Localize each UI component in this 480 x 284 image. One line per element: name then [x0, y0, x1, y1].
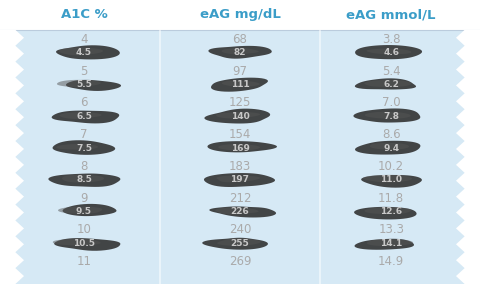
Text: 197: 197: [230, 175, 250, 184]
Polygon shape: [56, 45, 120, 59]
Polygon shape: [353, 108, 420, 122]
Text: 125: 125: [229, 96, 251, 109]
Text: 97: 97: [232, 65, 248, 78]
Polygon shape: [216, 112, 260, 118]
Text: 8.6: 8.6: [382, 128, 400, 141]
Text: 4.5: 4.5: [76, 48, 92, 57]
Polygon shape: [66, 80, 121, 91]
Polygon shape: [370, 143, 409, 150]
Polygon shape: [365, 112, 411, 119]
Polygon shape: [59, 47, 103, 55]
Text: 4.6: 4.6: [383, 48, 399, 57]
Text: eAG mg/dL: eAG mg/dL: [200, 9, 280, 21]
Polygon shape: [364, 207, 411, 214]
Polygon shape: [52, 140, 115, 155]
Text: 7.5: 7.5: [76, 143, 92, 153]
Polygon shape: [355, 78, 416, 89]
Text: 212: 212: [229, 192, 251, 205]
Text: 255: 255: [230, 239, 250, 248]
Text: 140: 140: [230, 112, 250, 121]
Polygon shape: [202, 238, 268, 250]
Polygon shape: [54, 238, 120, 251]
Polygon shape: [62, 204, 117, 216]
Polygon shape: [57, 80, 101, 87]
Text: 5.5: 5.5: [76, 80, 92, 89]
Text: 10.5: 10.5: [73, 239, 95, 248]
Text: 154: 154: [229, 128, 251, 141]
Text: 11.8: 11.8: [378, 192, 404, 205]
Text: 14.1: 14.1: [380, 239, 402, 248]
Polygon shape: [367, 239, 413, 246]
Text: 4: 4: [80, 33, 88, 46]
Text: 10: 10: [77, 224, 91, 237]
Polygon shape: [361, 175, 422, 188]
Polygon shape: [208, 46, 272, 59]
Text: 8.5: 8.5: [76, 175, 92, 184]
Bar: [0, 0, 480, 30]
Text: 12.6: 12.6: [380, 207, 402, 216]
Text: 9.5: 9.5: [76, 207, 92, 216]
Text: 226: 226: [230, 207, 250, 216]
Text: 111: 111: [230, 80, 250, 89]
Text: 10.2: 10.2: [378, 160, 404, 173]
Polygon shape: [0, 30, 24, 284]
Text: 9.4: 9.4: [383, 143, 399, 153]
Polygon shape: [363, 175, 412, 183]
Text: 6: 6: [80, 96, 88, 109]
Polygon shape: [52, 110, 119, 124]
Text: 6.2: 6.2: [383, 80, 399, 89]
Polygon shape: [62, 175, 104, 183]
Text: 183: 183: [229, 160, 251, 173]
Polygon shape: [209, 206, 276, 218]
Text: A1C %: A1C %: [60, 9, 108, 21]
Text: 14.9: 14.9: [378, 255, 404, 268]
Text: 7.0: 7.0: [382, 96, 400, 109]
Polygon shape: [204, 173, 275, 187]
Polygon shape: [215, 207, 259, 214]
Text: 9: 9: [80, 192, 88, 205]
Text: 169: 169: [230, 143, 250, 153]
Text: eAG mmol/L: eAG mmol/L: [347, 9, 436, 21]
Polygon shape: [58, 206, 102, 214]
Text: 8: 8: [80, 160, 88, 173]
Text: 82: 82: [234, 48, 246, 57]
Polygon shape: [355, 141, 420, 154]
Text: 240: 240: [229, 224, 251, 237]
Text: 5: 5: [80, 65, 88, 78]
Text: 11.0: 11.0: [380, 175, 402, 184]
Text: 3.8: 3.8: [382, 33, 400, 46]
Polygon shape: [207, 141, 277, 152]
Polygon shape: [218, 144, 260, 151]
Text: 7: 7: [80, 128, 88, 141]
Polygon shape: [211, 78, 268, 92]
Polygon shape: [222, 81, 260, 87]
Polygon shape: [222, 48, 259, 54]
Text: 7.8: 7.8: [383, 112, 399, 121]
Polygon shape: [364, 80, 411, 87]
Polygon shape: [216, 176, 260, 182]
Polygon shape: [204, 109, 270, 124]
Polygon shape: [366, 49, 411, 54]
Polygon shape: [355, 45, 422, 59]
Polygon shape: [56, 144, 98, 150]
Polygon shape: [456, 30, 480, 284]
Polygon shape: [48, 174, 120, 187]
Text: 11: 11: [76, 255, 92, 268]
Polygon shape: [354, 207, 417, 220]
Text: 6.5: 6.5: [76, 112, 92, 121]
Polygon shape: [217, 238, 261, 246]
Polygon shape: [53, 239, 101, 246]
Polygon shape: [60, 112, 102, 119]
Text: 68: 68: [233, 33, 247, 46]
Text: 5.4: 5.4: [382, 65, 400, 78]
Text: 269: 269: [229, 255, 251, 268]
Polygon shape: [355, 239, 414, 250]
Text: 13.3: 13.3: [378, 224, 404, 237]
